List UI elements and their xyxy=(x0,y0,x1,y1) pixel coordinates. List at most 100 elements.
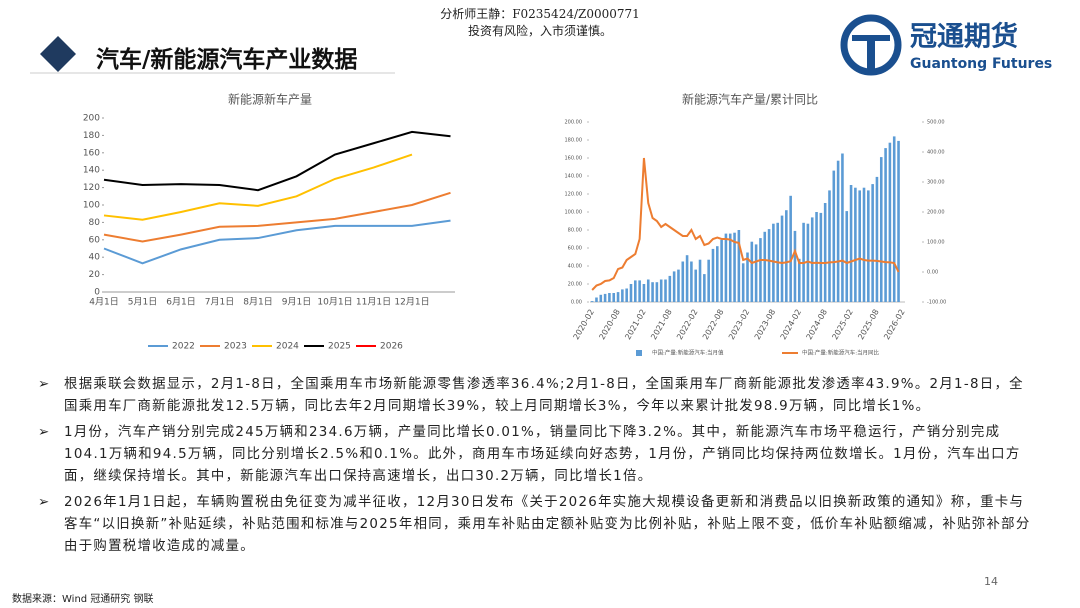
chart: 新能源新车产量 0 20 40 60 80 100 120 140 160 180 200 4月1日 5月… xyxy=(83,92,455,352)
legend-label: 2024 xyxy=(276,342,299,352)
bar xyxy=(685,255,689,302)
bar xyxy=(823,203,827,302)
bar xyxy=(733,232,736,302)
x-tick-label: 2020-02 xyxy=(572,308,597,341)
x-tick-label: 2023-02 xyxy=(727,308,752,341)
bar xyxy=(819,212,823,302)
y2-tick-label: 500.00 xyxy=(927,120,945,126)
y-tick-label: 200 xyxy=(83,114,100,124)
bar xyxy=(810,217,814,302)
logo-stem xyxy=(867,41,875,69)
bullet-list: 根据乘联会数据显示，2月1-8日，全国乘用车市场新能源零售渗透率36.4%;2月… xyxy=(38,374,1038,562)
logo-ring xyxy=(840,14,902,76)
bar xyxy=(664,279,667,302)
source: 数据来源：Wind 冠通研究 钢联 xyxy=(12,594,154,605)
bar xyxy=(879,157,883,302)
x-tick-label: 7月1日 xyxy=(205,297,234,308)
y2-tick-label: 200.00 xyxy=(927,210,945,216)
bar xyxy=(616,292,620,302)
bar xyxy=(728,233,732,302)
legend-label: 中国:产量:新能源汽车:当月值 xyxy=(652,349,724,357)
x-tick-label: 11月1日 xyxy=(356,297,391,308)
bar xyxy=(668,275,672,302)
line-series xyxy=(103,219,451,265)
bar xyxy=(595,297,598,302)
bar xyxy=(681,261,685,302)
bar xyxy=(659,279,663,302)
x-tick-label: 10月1日 xyxy=(317,297,352,308)
y2-tick-label: 400.00 xyxy=(927,150,945,156)
bar xyxy=(884,148,887,302)
x-tick-label: 2023-08 xyxy=(753,308,778,341)
y-tick-label: 180 xyxy=(83,131,100,141)
bar xyxy=(789,195,792,302)
legend-label: 2025 xyxy=(328,342,351,352)
x-tick-label: 2026-02 xyxy=(882,308,907,341)
bar xyxy=(741,263,745,302)
bar xyxy=(638,280,641,302)
x-tick-label: 9月1日 xyxy=(282,297,311,308)
bar xyxy=(828,190,831,302)
bar xyxy=(806,223,810,302)
page-number: 14 xyxy=(984,575,998,588)
bullet: 1月份，汽车产销分别完成245万辆和234.6万辆，产量同比增长0.01%，销量… xyxy=(38,422,1038,488)
analyst: 分析师王静：F0235424/Z0000771 xyxy=(440,7,640,21)
logo-bar xyxy=(852,35,890,41)
x-tick-label: 2022-08 xyxy=(701,308,726,341)
legend-label: 中国:产量:新能源汽车:当月同比 xyxy=(802,349,880,357)
bar xyxy=(698,259,702,302)
bar xyxy=(815,212,818,302)
bar xyxy=(780,215,784,302)
bar xyxy=(603,293,607,302)
bar xyxy=(629,284,633,302)
logo-en: Guantong Futures xyxy=(910,56,1052,72)
y-tick-label: 160.00 xyxy=(565,156,583,162)
bar xyxy=(785,210,788,302)
bar xyxy=(854,187,857,302)
bullet: 根据乘联会数据显示，2月1-8日，全国乘用车市场新能源零售渗透率36.4%;2月… xyxy=(38,374,1038,418)
y-tick-label: 60.00 xyxy=(568,246,582,252)
bullet: 2026年1月1日起，车辆购置税由免征变为减半征收，12月30日发布《关于202… xyxy=(38,492,1038,558)
bar xyxy=(703,274,706,302)
x-tick-label: 2020-08 xyxy=(597,308,622,341)
x-tick-label: 12月1日 xyxy=(394,297,429,308)
bar xyxy=(672,271,676,302)
bar xyxy=(724,233,728,302)
bar xyxy=(858,190,861,302)
x-tick-label: 5月1日 xyxy=(128,297,157,308)
legend-label: 2026 xyxy=(380,342,403,352)
bar xyxy=(832,170,836,302)
x-tick-label: 2022-02 xyxy=(675,308,700,341)
bar xyxy=(720,239,723,302)
bar xyxy=(845,211,849,302)
risk-note: 投资有风险，入市须谨慎。 xyxy=(467,24,612,38)
y-tick-label: 200.00 xyxy=(565,120,583,126)
line-series xyxy=(103,153,413,221)
bar xyxy=(759,238,762,302)
bar xyxy=(836,160,840,302)
header-graphics: 冠通期货 Guantong Futures xyxy=(30,14,1052,76)
bar xyxy=(892,136,896,302)
title-diamond xyxy=(40,36,76,72)
bar xyxy=(625,288,628,302)
x-tick-label: 2025-08 xyxy=(856,308,881,341)
legend-label: 2023 xyxy=(224,342,247,352)
x-tick-label: 8月1日 xyxy=(243,297,272,308)
bar xyxy=(871,184,874,302)
x-tick-label: 2025-02 xyxy=(830,308,855,341)
bar xyxy=(737,230,741,302)
x-tick-label: 2024-08 xyxy=(805,308,830,341)
chart-title: 新能源汽车产量/累计同比 xyxy=(682,92,818,107)
y-tick-label: 0 xyxy=(94,288,100,298)
y-tick-label: 180.00 xyxy=(565,138,583,144)
analyst-info: 分析师王静：F0235424/Z0000771 投资有风险，入市须谨慎。 xyxy=(0,6,1080,40)
y-tick-label: 80 xyxy=(89,218,101,228)
bar xyxy=(651,282,654,302)
y-tick-label: 140 xyxy=(83,166,100,176)
slide-title: 汽车/新能源汽车产业数据 xyxy=(96,47,358,73)
y-tick-label: 0.00 xyxy=(571,300,582,306)
bar xyxy=(763,231,767,302)
bar xyxy=(655,282,659,302)
bar xyxy=(599,294,603,302)
legend-swatch xyxy=(636,350,642,356)
